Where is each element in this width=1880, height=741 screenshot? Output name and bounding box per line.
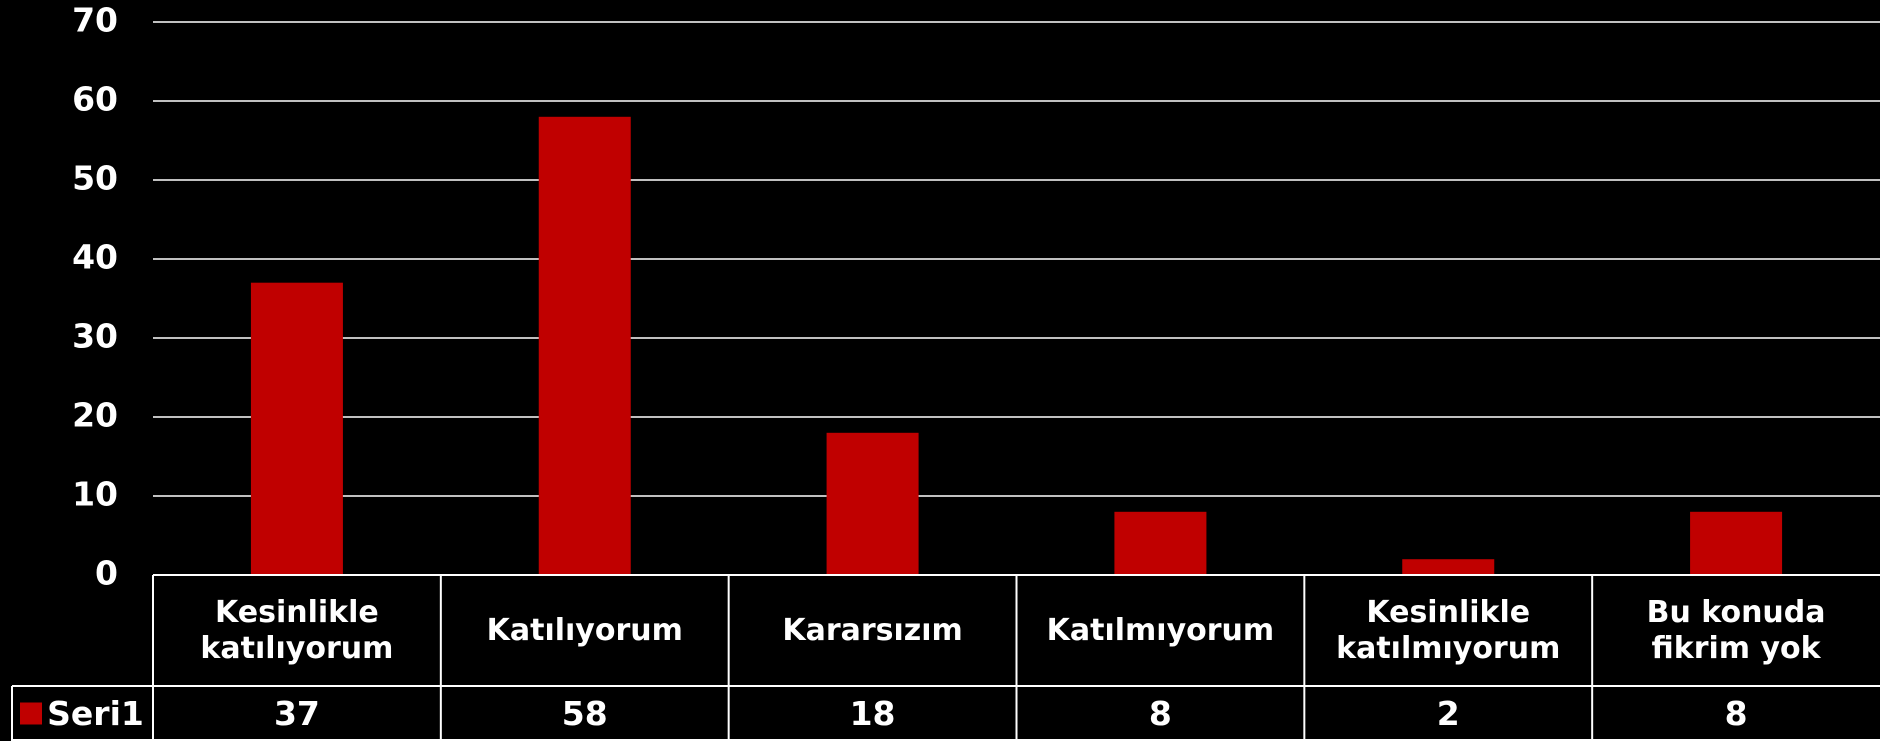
x-tick-label: Kesinlikle katılıyorum	[200, 594, 394, 666]
data-table-value: 8	[1148, 693, 1172, 733]
y-tick-label: 40	[72, 238, 118, 277]
x-tick-label: Katılmıyorum	[1046, 612, 1275, 648]
data-table-value: 2	[1436, 693, 1460, 733]
x-tick-label: Kesinlikle katılmıyorum	[1336, 594, 1561, 666]
y-tick-label: 60	[72, 80, 118, 119]
x-tick-label: Kararsızım	[782, 612, 963, 648]
bar	[826, 432, 919, 575]
y-tick-label: 70	[72, 1, 118, 40]
x-tick-label: Bu konuda fikrim yok	[1646, 594, 1826, 666]
y-tick-label: 0	[95, 554, 118, 593]
y-tick-label: 10	[72, 475, 118, 514]
data-table-value: 37	[273, 693, 320, 733]
bar	[250, 282, 343, 575]
data-table-value: 8	[1724, 693, 1748, 733]
legend-swatch	[20, 702, 42, 725]
y-tick-label: 30	[72, 317, 118, 356]
data-table-value: 58	[561, 693, 608, 733]
x-tick-label: Katılıyorum	[486, 612, 683, 648]
bar	[538, 116, 631, 576]
bar	[1402, 559, 1495, 575]
data-table-value: 18	[849, 693, 896, 733]
bar	[1690, 511, 1783, 575]
bar	[1114, 511, 1207, 575]
y-tick-label: 50	[72, 159, 118, 198]
y-tick-label: 20	[72, 396, 118, 435]
legend-label: Seri1	[47, 693, 144, 733]
